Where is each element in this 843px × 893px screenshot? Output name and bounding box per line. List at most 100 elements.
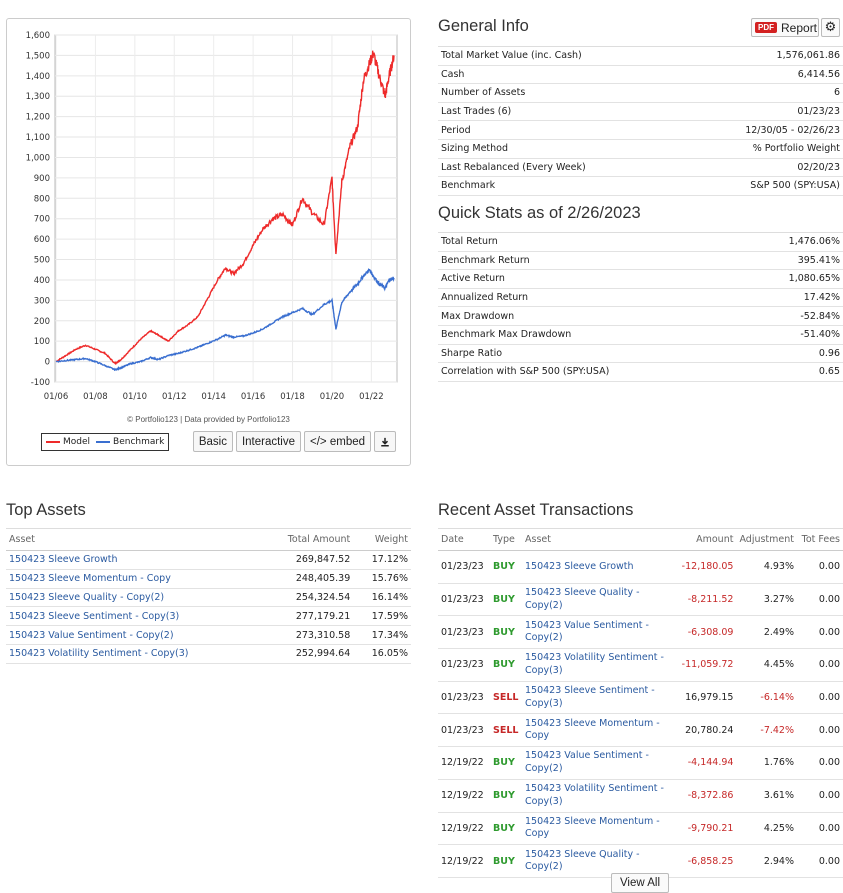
table-row: Sharpe Ratio 0.96	[438, 345, 843, 364]
table-row: Benchmark S&P 500 (SPY:USA)	[438, 177, 843, 196]
legend-label-model: Model	[63, 437, 91, 447]
asset-link[interactable]: 150423 Sleeve Growth	[6, 550, 260, 570]
tx-fees: 0.00	[797, 583, 843, 617]
row-label[interactable]: Last Trades (6)	[441, 106, 512, 118]
tx-asset-link[interactable]: 150423 Sleeve Momentum - Copy	[522, 713, 669, 748]
tx-asset-link[interactable]: 150423 Sleeve Quality - Copy(2)	[522, 583, 669, 617]
pdf-report-button[interactable]: PDF Report	[751, 18, 819, 37]
tx-date: 01/23/23	[438, 648, 490, 682]
col-total-amount[interactable]: Total Amount	[259, 528, 354, 551]
tx-fees: 0.00	[797, 779, 843, 813]
transactions-title: Recent Asset Transactions	[438, 501, 634, 519]
y-tick-label: 300	[34, 296, 50, 306]
basic-button[interactable]: Basic	[192, 431, 233, 452]
asset-link[interactable]: 150423 Volatility Sentiment - Copy(3)	[6, 644, 260, 664]
interactive-button[interactable]: Interactive	[235, 431, 302, 452]
row-value[interactable]: 01/23/23	[797, 106, 840, 118]
top-assets-title: Top Assets	[6, 501, 86, 519]
y-tick-label: 1,300	[26, 92, 50, 102]
y-tick-label: 600	[34, 235, 50, 245]
tx-adjustment: -6.14%	[736, 681, 797, 715]
col-asset[interactable]: Asset	[6, 528, 260, 551]
tx-amount: -8,211.52	[668, 583, 737, 617]
total-amount: 254,324.54	[259, 588, 354, 608]
table-row: 150423 Sleeve Quality - Copy(2) 254,324.5…	[6, 588, 411, 608]
asset-link[interactable]: 150423 Sleeve Quality - Copy(2)	[6, 588, 260, 608]
row-label: Period	[441, 124, 471, 136]
x-tick-label: 01/14	[201, 392, 226, 402]
col-asset[interactable]: Asset	[522, 528, 669, 551]
asset-link[interactable]: 150423 Sleeve Momentum - Copy	[6, 569, 260, 589]
tx-amount: -12,180.05	[668, 550, 737, 584]
table-row: Correlation with S&P 500 (SPY:USA) 0.65	[438, 363, 843, 382]
row-value: 02/20/23	[797, 161, 840, 173]
pdf-icon: PDF	[755, 22, 777, 33]
tx-date: 12/19/22	[438, 746, 490, 780]
total-amount: 269,847.52	[259, 550, 354, 570]
y-tick-label: 1,200	[26, 113, 50, 123]
y-tick-label: 500	[34, 256, 50, 266]
tx-type: BUY	[490, 583, 522, 617]
row-value: 1,476.06%	[788, 236, 840, 248]
transactions-header-row: Date Type Asset Amount Adjustment Tot Fe…	[438, 528, 843, 551]
col-type[interactable]: Type	[490, 528, 522, 551]
row-value: 6,414.56	[797, 68, 840, 80]
tx-asset-link[interactable]: 150423 Sleeve Quality - Copy(2)	[522, 844, 669, 878]
table-row[interactable]: Last Trades (6) 01/23/23	[438, 103, 843, 122]
tx-asset-link[interactable]: 150423 Volatility Sentiment - Copy(3)	[522, 779, 669, 813]
table-row: 01/23/23 SELL 150423 Sleeve Sentiment - Co…	[438, 681, 843, 715]
tx-date: 01/23/23	[438, 615, 490, 650]
row-value: 0.96	[818, 347, 840, 359]
y-tick-label: -100	[31, 378, 50, 388]
row-value: 12/30/05 - 02/26/23	[745, 124, 840, 136]
table-row: Sizing Method % Portfolio Weight	[438, 140, 843, 159]
row-label: Last Rebalanced (Every Week)	[441, 161, 586, 173]
legend-item-benchmark[interactable]: Benchmark	[96, 437, 164, 447]
x-tick-label: 01/06	[44, 392, 69, 402]
row-value: -51.40%	[800, 329, 840, 341]
table-row: 12/19/22 BUY 150423 Sleeve Quality - Copy(…	[438, 844, 843, 878]
col-date[interactable]: Date	[438, 528, 490, 551]
tx-adjustment: 3.61%	[736, 779, 797, 813]
tx-asset-link[interactable]: 150423 Volatility Sentiment - Copy(3)	[522, 648, 669, 682]
tx-asset-link[interactable]: 150423 Value Sentiment - Copy(2)	[522, 746, 669, 780]
table-row: 12/19/22 BUY 150423 Sleeve Momentum - Copy…	[438, 812, 843, 846]
tx-date: 12/19/22	[438, 779, 490, 813]
table-row: 150423 Value Sentiment - Copy(2) 273,310.…	[6, 625, 411, 645]
download-button[interactable]	[374, 431, 396, 452]
chart-credit: © Portfolio123 | Data provided by Portfo…	[127, 415, 290, 424]
asset-link[interactable]: 150423 Sleeve Sentiment - Copy(3)	[6, 606, 260, 627]
tx-asset-link[interactable]: 150423 Value Sentiment - Copy(2)	[522, 615, 669, 650]
y-tick-label: 700	[34, 215, 50, 225]
weight: 16.14%	[353, 588, 411, 608]
weight: 17.12%	[353, 550, 411, 570]
performance-chart: -100 0 100 200 300 400 500 600 700 800 900 1,000 1,1…	[26, 31, 398, 402]
top-assets-header-row: Asset Total Amount Weight	[6, 528, 411, 551]
row-label: Benchmark Return	[441, 254, 530, 266]
col-amount[interactable]: Amount	[668, 528, 737, 551]
y-tick-label: 0	[45, 358, 50, 368]
col-tot-fees[interactable]: Tot Fees	[797, 528, 843, 551]
view-all-button[interactable]: View All	[611, 873, 669, 893]
table-row: Max Drawdown -52.84%	[438, 307, 843, 326]
tx-asset-link[interactable]: 150423 Sleeve Sentiment - Copy(3)	[522, 681, 669, 715]
table-row: 01/23/23 BUY 150423 Sleeve Growth -12,180.0…	[438, 550, 843, 584]
legend-item-model[interactable]: Model	[46, 437, 90, 447]
model-swatch	[46, 440, 60, 443]
tx-asset-link[interactable]: 150423 Sleeve Momentum - Copy	[522, 812, 669, 846]
tx-adjustment: 2.49%	[736, 615, 797, 650]
tx-type: SELL	[490, 681, 522, 715]
download-icon	[381, 437, 389, 446]
row-label: Total Market Value (inc. Cash)	[441, 50, 582, 62]
col-adjustment[interactable]: Adjustment	[736, 528, 797, 551]
tx-asset-link[interactable]: 150423 Sleeve Growth	[522, 550, 669, 584]
settings-button[interactable]: ⚙	[821, 18, 840, 37]
tx-type: BUY	[490, 615, 522, 650]
embed-button[interactable]: </> embed	[304, 431, 371, 452]
y-tick-label: 900	[34, 174, 50, 184]
chart-legend[interactable]: Model Benchmark	[41, 433, 170, 451]
row-value: 395.41%	[797, 254, 840, 266]
col-weight[interactable]: Weight	[353, 528, 411, 551]
asset-link[interactable]: 150423 Value Sentiment - Copy(2)	[6, 625, 260, 645]
y-tick-label: 1,400	[26, 72, 50, 82]
